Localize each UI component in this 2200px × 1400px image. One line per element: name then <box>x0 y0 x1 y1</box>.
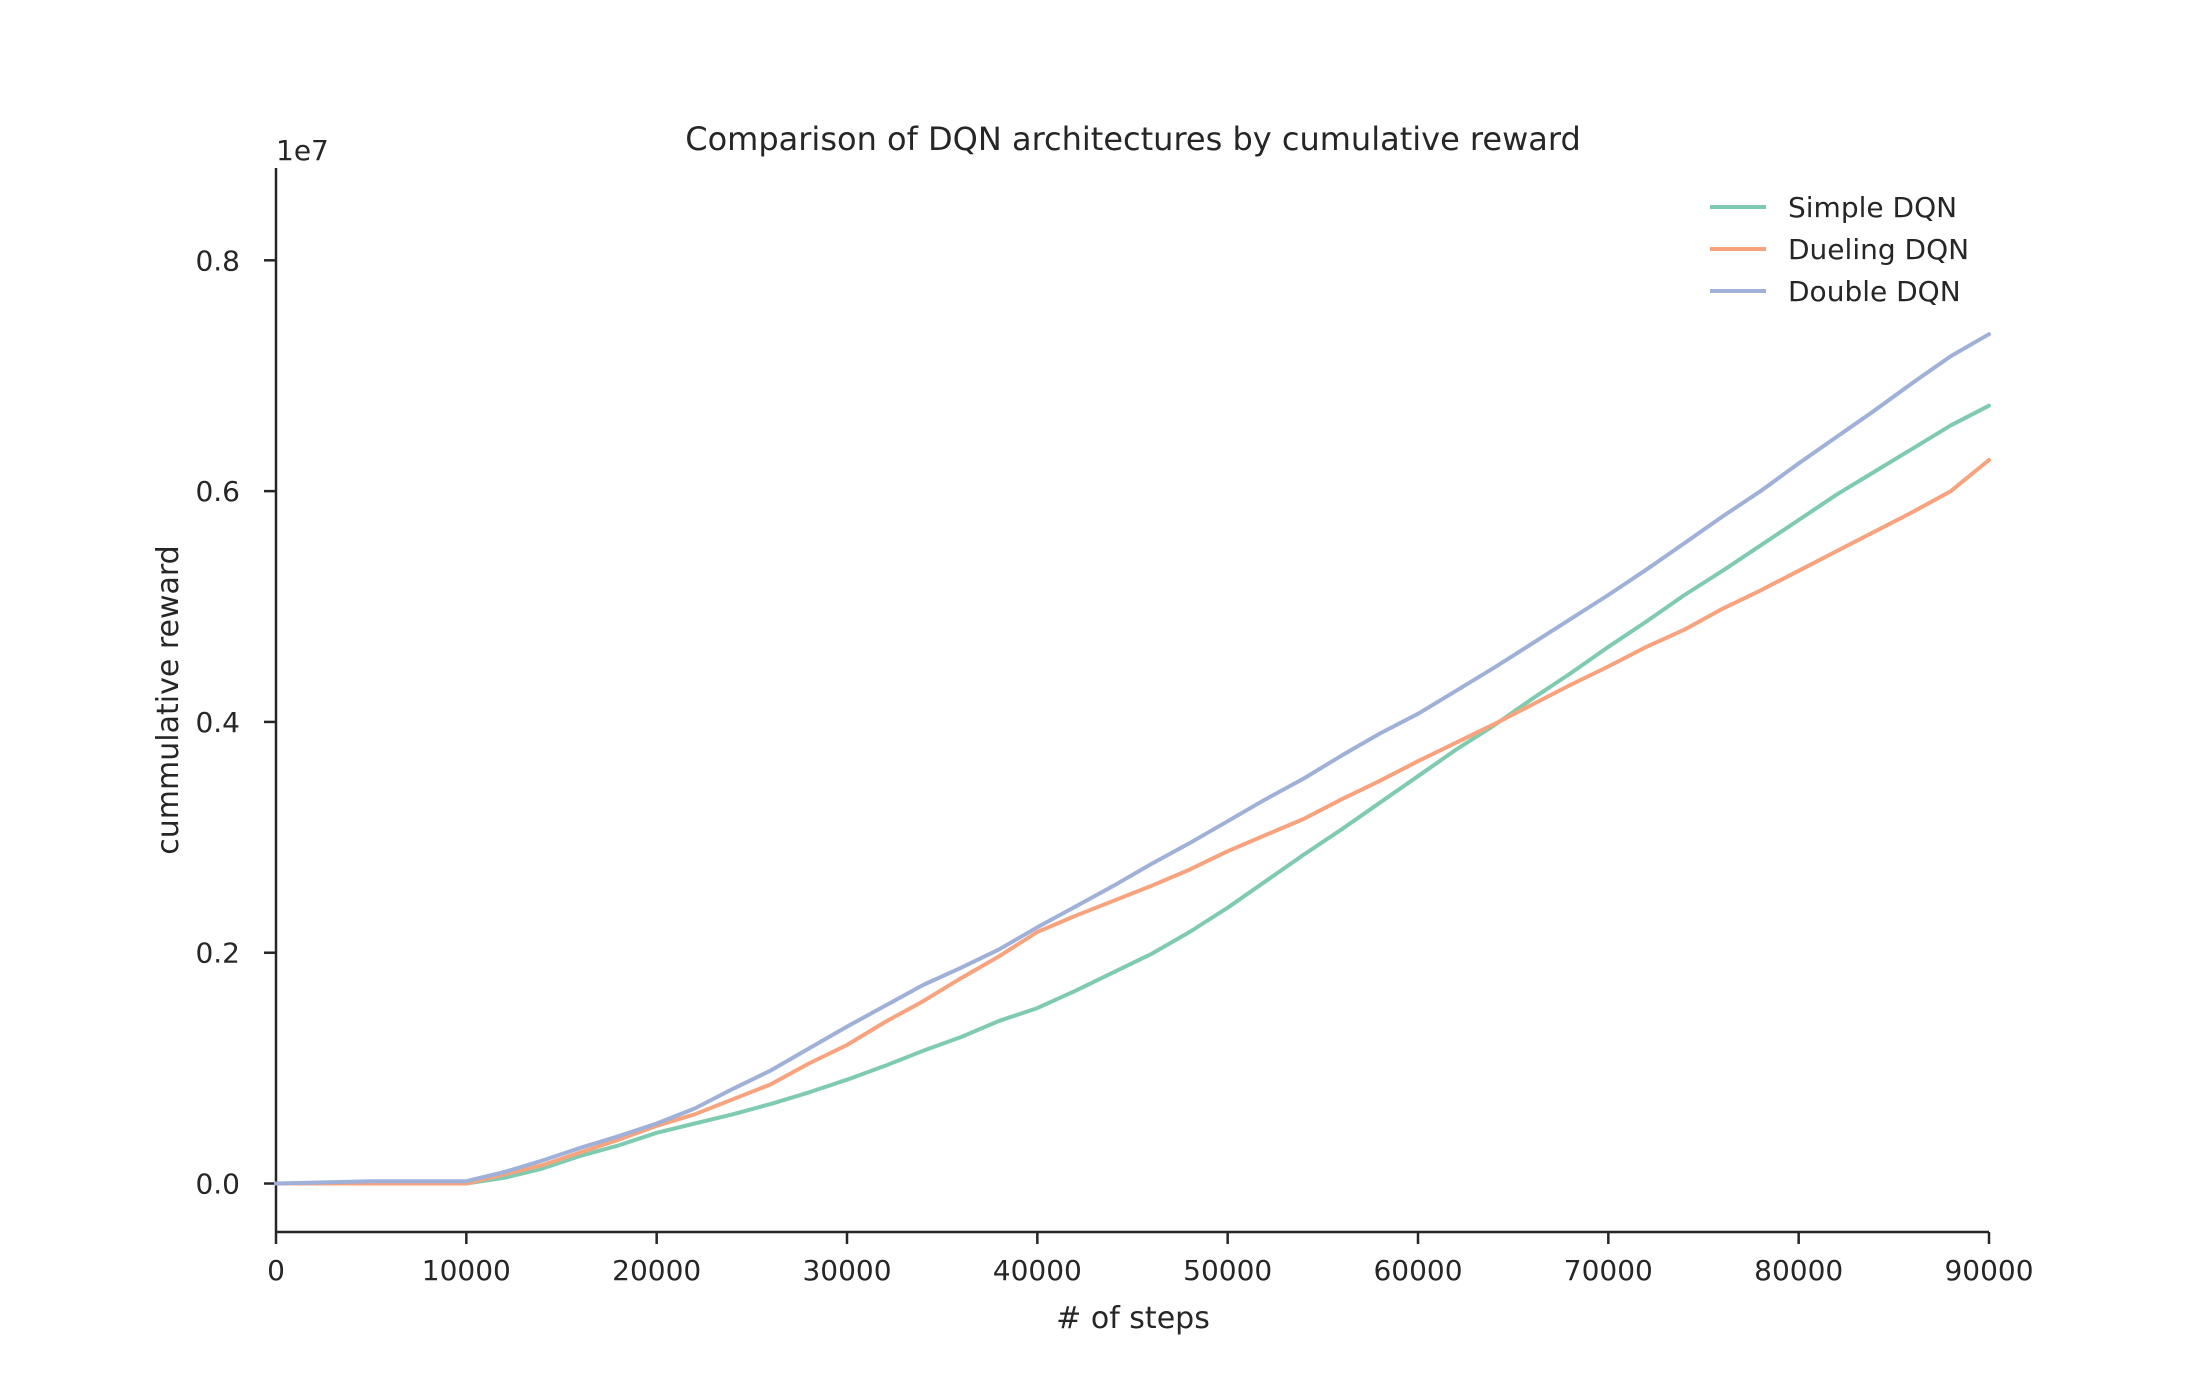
y-tick-label: 0.0 <box>195 1168 240 1201</box>
legend: Simple DQN Dueling DQN Double DQN <box>1710 191 1969 308</box>
series-lines <box>274 332 1991 1186</box>
x-tick-label: 60000 <box>1373 1254 1462 1287</box>
y-axis-title: cummulative reward <box>151 545 186 854</box>
y-offset-label: 1e7 <box>276 134 329 167</box>
x-axis-title: # of steps <box>1056 1301 1210 1336</box>
series-line-simple-dqn <box>274 403 1991 1186</box>
x-tick-label: 90000 <box>1944 1254 2033 1287</box>
x-tick-label: 0 <box>267 1254 285 1287</box>
x-tick-label: 70000 <box>1564 1254 1653 1287</box>
y-tick-label: 0.2 <box>195 937 240 970</box>
chart-title: Comparison of DQN architectures by cumul… <box>685 120 1581 158</box>
y-ticks: 0.0 0.2 0.4 0.6 0.8 <box>195 244 276 1201</box>
y-tick-label: 0.6 <box>195 475 240 508</box>
legend-label-dueling-dqn: Dueling DQN <box>1788 233 1969 266</box>
x-tick-label: 20000 <box>612 1254 701 1287</box>
x-tick-label: 80000 <box>1754 1254 1843 1287</box>
x-tick-label: 50000 <box>1183 1254 1272 1287</box>
x-ticks: 0 10000 20000 30000 40000 50000 60000 70000 8000… <box>267 1232 2034 1287</box>
legend-label-double-dqn: Double DQN <box>1788 275 1961 308</box>
legend-label-simple-dqn: Simple DQN <box>1788 191 1957 224</box>
x-tick-label: 30000 <box>802 1254 891 1287</box>
series-line-double-dqn <box>274 332 1991 1186</box>
y-tick-label: 0.4 <box>195 706 240 739</box>
x-tick-label: 40000 <box>993 1254 1082 1287</box>
y-tick-label: 0.8 <box>195 244 240 277</box>
series-line-dueling-dqn <box>274 458 1991 1186</box>
x-tick-label: 10000 <box>422 1254 511 1287</box>
